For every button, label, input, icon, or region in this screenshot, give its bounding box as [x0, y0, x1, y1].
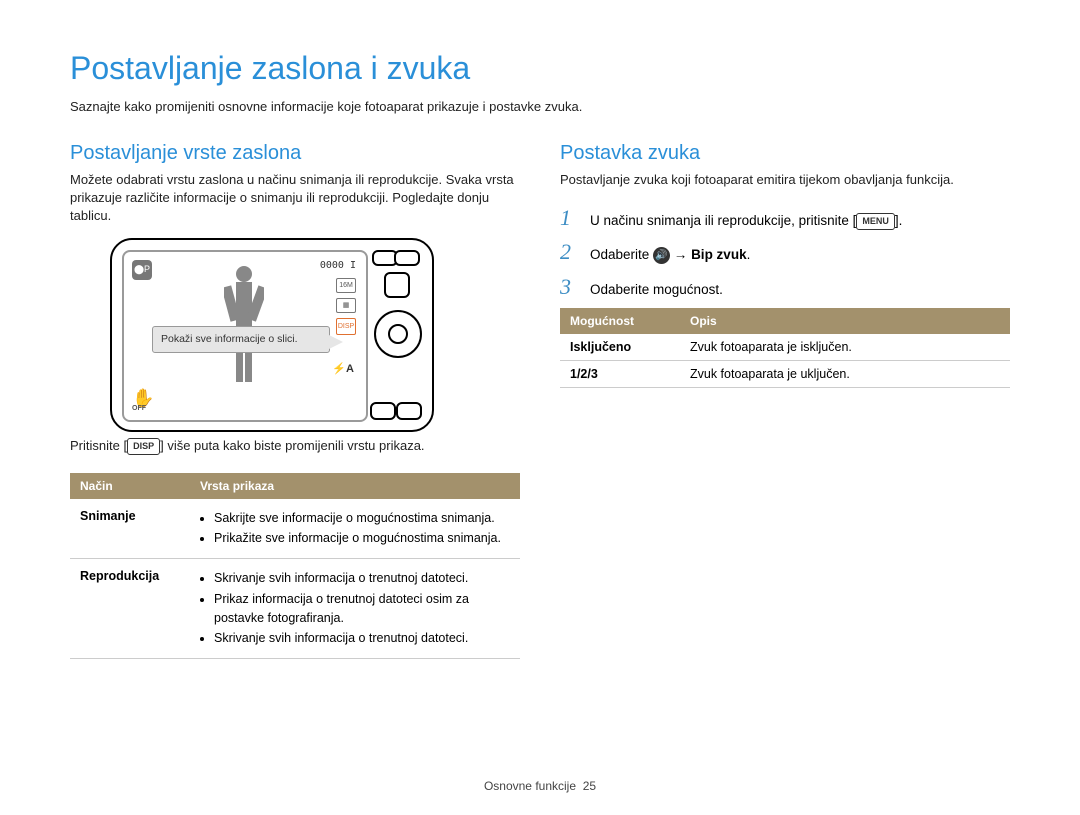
list-item: Prikažite sve informacije o mogućnostima… — [214, 529, 510, 548]
tooltip-text: Pokaži sve informacije o slici. — [161, 333, 298, 345]
page-description: Saznajte kako promijeniti osnovne inform… — [70, 99, 1010, 114]
list-item: Skrivanje svih informacija o trenutnoj d… — [214, 569, 510, 588]
sound-icon: 🔊 — [653, 247, 670, 264]
table-row: Reprodukcija Skrivanje svih informacija … — [70, 559, 520, 659]
table-row: 1/2/3 Zvuk fotoaparata je uključen. — [560, 360, 1010, 387]
desc-cell: Zvuk fotoaparata je isključen. — [680, 334, 1010, 361]
camera-illustration: ⬤P 0000 I Pokaži sve informacije o slici… — [110, 238, 430, 428]
camera-screen: ⬤P 0000 I Pokaži sve informacije o slici… — [122, 250, 368, 422]
option-cell: 1/2/3 — [560, 360, 680, 387]
desc-cell: Zvuk fotoaparata je uključen. — [680, 360, 1010, 387]
quality-icon: ▦ — [336, 298, 356, 313]
list-item: Skrivanje svih informacija o trenutnoj d… — [214, 629, 510, 648]
left-column: Postavljanje vrste zaslona Možete odabra… — [70, 142, 520, 659]
resolution-icon: 16M — [336, 278, 356, 293]
press-instruction: Pritisnite [DISP] više puta kako biste p… — [70, 438, 520, 455]
th-display: Vrsta prikaza — [190, 473, 520, 499]
footer-section: Osnovne funkcije — [484, 779, 576, 793]
screen-counter: 0000 I — [320, 260, 356, 271]
menu-button-badge: MENU — [856, 213, 895, 230]
right-section-desc: Postavljanje zvuka koji fotoaparat emiti… — [560, 171, 1010, 189]
options-table: Mogućnost Opis Isključeno Zvuk fotoapara… — [560, 308, 1010, 388]
th-mode: Način — [70, 473, 190, 499]
right-section-title: Postavka zvuka — [560, 142, 1010, 165]
right-column: Postavka zvuka Postavljanje zvuka koji f… — [560, 142, 1010, 659]
anti-shake-icon: ✋OFF — [132, 388, 154, 410]
disp-button-badge: DISP — [127, 438, 160, 455]
mode-cell: Snimanje — [70, 499, 190, 559]
step-number: 2 — [560, 239, 576, 265]
steps-list: 1 U načinu snimanja ili reprodukcije, pr… — [560, 205, 1010, 300]
th-option: Mogućnost — [560, 308, 680, 334]
page-number: 25 — [583, 779, 596, 793]
mode-cell: Reprodukcija — [70, 559, 190, 659]
th-description: Opis — [680, 308, 1010, 334]
disp-icon: DISP — [336, 318, 356, 335]
flash-auto-icon: ⚡A — [332, 362, 354, 375]
step-3: 3 Odaberite mogućnost. — [560, 274, 1010, 300]
camera-buttons — [368, 250, 424, 420]
list-item: Prikaz informacija o trenutnoj datoteci … — [214, 590, 510, 628]
step-number: 3 — [560, 274, 576, 300]
list-item: Sakrijte sve informacije o mogućnostima … — [214, 509, 510, 528]
mode-icon: ⬤P — [132, 260, 152, 280]
step-2: 2 Odaberite 🔊 → Bip zvuk. — [560, 239, 1010, 265]
step-1: 1 U načinu snimanja ili reprodukcije, pr… — [560, 205, 1010, 231]
left-section-desc: Možete odabrati vrstu zaslona u načinu s… — [70, 171, 520, 226]
step-number: 1 — [560, 205, 576, 231]
tooltip: Pokaži sve informacije o slici. — [152, 326, 330, 353]
page-title: Postavljanje zaslona i zvuka — [70, 50, 1010, 87]
side-icon-stack: 16M ▦ DISP — [336, 278, 356, 335]
page-footer: Osnovne funkcije 25 — [0, 779, 1080, 793]
option-cell: Isključeno — [560, 334, 680, 361]
left-section-title: Postavljanje vrste zaslona — [70, 142, 520, 165]
display-type-table: Način Vrsta prikaza Snimanje Sakrijte sv… — [70, 473, 520, 660]
table-row: Snimanje Sakrijte sve informacije o mogu… — [70, 499, 520, 559]
table-row: Isključeno Zvuk fotoaparata je isključen… — [560, 334, 1010, 361]
